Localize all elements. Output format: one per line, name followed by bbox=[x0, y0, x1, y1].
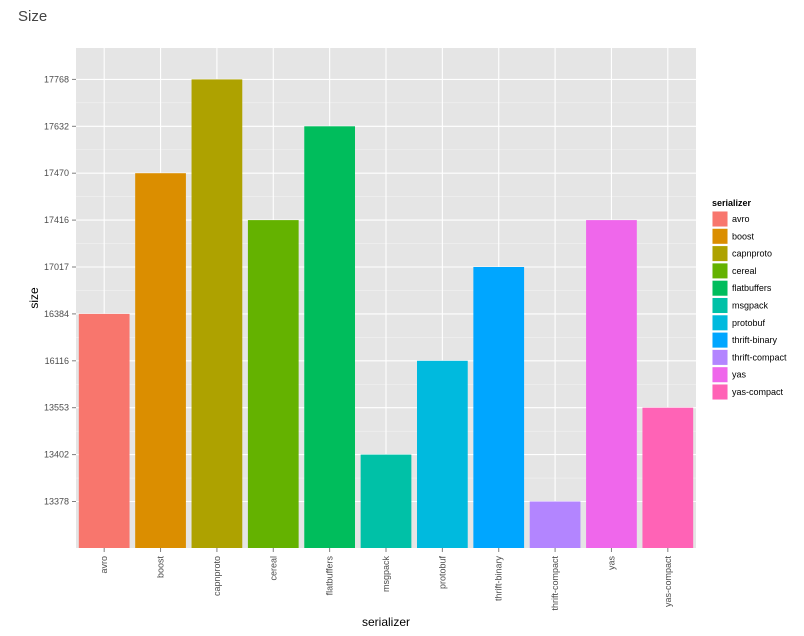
x-tick-label: flatbuffers bbox=[325, 556, 335, 596]
chart-title: Size bbox=[18, 8, 47, 25]
x-tick-label: yas-compact bbox=[663, 556, 673, 608]
y-axis: 13378 13402 13553 16116 16384 17017 17416 17470… bbox=[44, 74, 76, 507]
legend-swatch-yas bbox=[712, 367, 728, 383]
bar-cereal bbox=[247, 220, 299, 548]
legend-title: serializer bbox=[712, 198, 752, 208]
legend-label-flatbuffers: flatbuffers bbox=[732, 283, 772, 293]
x-tick-label: thrift-compact bbox=[550, 556, 560, 611]
bars bbox=[78, 79, 694, 549]
legend-swatch-flatbuffers bbox=[712, 280, 728, 296]
legend-swatch-thrift-binary bbox=[712, 332, 728, 348]
bar-capnproto bbox=[191, 79, 243, 549]
x-tick-label: cereal bbox=[268, 556, 278, 581]
legend-label-avro: avro bbox=[732, 214, 750, 224]
legend-label-boost: boost bbox=[732, 231, 755, 241]
y-tick-label: 17017 bbox=[44, 262, 69, 272]
bar-thrift-binary bbox=[473, 267, 525, 548]
y-tick-label: 16384 bbox=[44, 309, 69, 319]
y-tick-label: 13378 bbox=[44, 497, 69, 507]
legend-label-thrift-compact: thrift-compact bbox=[732, 352, 787, 362]
legend-swatch-boost bbox=[712, 228, 728, 244]
bar-flatbuffers bbox=[304, 126, 355, 549]
x-tick-label: capnproto bbox=[212, 556, 222, 596]
legend-swatch-protobuf bbox=[712, 315, 728, 331]
bar-protobuf bbox=[417, 360, 468, 548]
legend-swatch-yas-compact bbox=[712, 384, 728, 400]
bar-yas bbox=[586, 220, 637, 548]
y-tick-label: 17470 bbox=[44, 168, 69, 178]
legend-label-cereal: cereal bbox=[732, 266, 757, 276]
x-axis: avro boost capnproto cereal flatbuffers msgpa… bbox=[99, 548, 673, 611]
legend-swatch-thrift-compact bbox=[712, 349, 728, 365]
bar-msgpack bbox=[360, 454, 412, 548]
y-tick-label: 17768 bbox=[44, 74, 69, 84]
y-axis-title: size bbox=[27, 287, 41, 309]
legend-label-msgpack: msgpack bbox=[732, 301, 769, 311]
legend-swatch-avro bbox=[712, 211, 728, 227]
legend-label-yas-compact: yas-compact bbox=[732, 387, 784, 397]
y-tick-label: 13553 bbox=[44, 403, 69, 413]
x-tick-label: thrift-binary bbox=[494, 556, 504, 602]
y-tick-label: 17632 bbox=[44, 121, 69, 131]
bar-yas-compact bbox=[642, 407, 694, 548]
y-tick-label: 17416 bbox=[44, 215, 69, 225]
legend-items: avro boost capnproto cereal flatbuffers msgpa… bbox=[711, 210, 787, 401]
x-axis-title: serializer bbox=[362, 615, 410, 629]
bar-boost bbox=[135, 173, 186, 548]
legend-swatch-cereal bbox=[712, 263, 728, 279]
x-tick-label: msgpack bbox=[381, 556, 391, 593]
legend-label-protobuf: protobuf bbox=[732, 318, 766, 328]
legend-swatch-capnproto bbox=[712, 246, 728, 262]
x-tick-label: protobuf bbox=[437, 556, 447, 590]
bar-thrift-compact bbox=[529, 501, 581, 548]
bar-avro bbox=[78, 313, 130, 548]
legend-label-yas: yas bbox=[732, 370, 747, 380]
x-tick-label: yas bbox=[606, 556, 616, 571]
legend-swatch-msgpack bbox=[712, 298, 728, 313]
x-tick-label: avro bbox=[99, 556, 109, 574]
y-tick-label: 16116 bbox=[45, 356, 69, 366]
legend-label-thrift-binary: thrift-binary bbox=[732, 335, 778, 345]
x-tick-label: boost bbox=[156, 556, 166, 579]
legend-label-capnproto: capnproto bbox=[732, 249, 772, 259]
y-tick-label: 13402 bbox=[44, 450, 69, 460]
legend: serializer avro boost capnproto cereal flatb… bbox=[711, 198, 787, 401]
